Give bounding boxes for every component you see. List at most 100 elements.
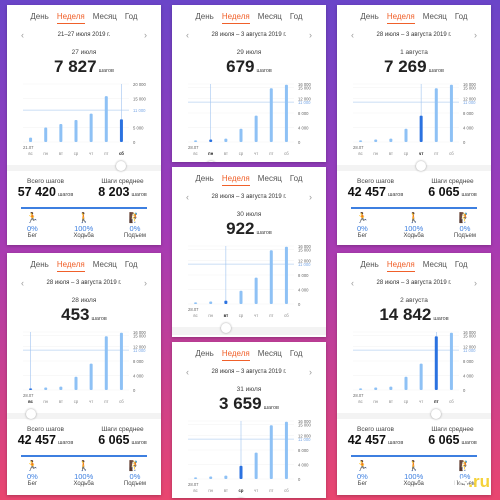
tab-day[interactable]: День — [30, 12, 49, 21]
tab-month[interactable]: Месяц — [422, 260, 447, 269]
period-tabs: День Неделя Месяц Год — [172, 174, 326, 186]
step-count-unit: шагов — [98, 68, 114, 74]
x-tick-label: ср — [404, 399, 409, 404]
step-count-value: 14 842 — [379, 305, 432, 324]
next-week-arrow-icon[interactable]: › — [309, 30, 312, 40]
tab-year[interactable]: Год — [289, 12, 303, 21]
timeline-slider-handle[interactable] — [220, 323, 231, 333]
step-count-unit: шагов — [263, 405, 279, 411]
activity-ratio-bar — [351, 455, 477, 457]
next-week-arrow-icon[interactable]: › — [144, 30, 147, 40]
tab-day[interactable]: День — [195, 12, 214, 21]
avg-steps: Шаги среднее 8 203 шагов — [84, 178, 161, 199]
tab-day[interactable]: День — [195, 174, 214, 183]
prev-week-arrow-icon[interactable]: ‹ — [351, 30, 354, 40]
tab-day[interactable]: День — [30, 260, 49, 269]
running-icon: 🏃 — [26, 461, 39, 472]
timeline-slider-handle[interactable] — [416, 161, 427, 171]
tab-week[interactable]: Неделя — [56, 260, 85, 272]
tab-month[interactable]: Месяц — [92, 12, 117, 21]
avg-steps: Шаги среднее 6 065 шагов — [84, 426, 161, 447]
date-range: ‹ 28 июля – 3 августа 2019 г. › — [21, 278, 147, 288]
tab-week[interactable]: Неделя — [221, 12, 250, 24]
steps-bar-chart: 16 000 15 000 12 000 11 000 8 000 4 000 0 вс пн в… — [186, 80, 320, 162]
tab-day[interactable]: День — [195, 349, 214, 358]
y-tick-label: 15 000 — [133, 97, 146, 102]
y-tick-label: 15 000 — [133, 334, 146, 339]
bar-ср — [74, 119, 78, 142]
prev-week-arrow-icon[interactable]: ‹ — [21, 278, 24, 288]
prev-week-arrow-icon[interactable]: ‹ — [186, 30, 189, 40]
timeline-slider-handle[interactable] — [116, 161, 127, 171]
tab-year[interactable]: Год — [289, 349, 303, 358]
next-week-arrow-icon[interactable]: › — [309, 367, 312, 377]
avg-steps: Шаги среднее 6 065 шагов — [414, 426, 491, 447]
tab-month[interactable]: Месяц — [422, 12, 447, 21]
step-count: 14 842 шагов — [337, 305, 491, 325]
avg-steps-value: 8 203 — [98, 185, 130, 199]
tab-week[interactable]: Неделя — [221, 174, 250, 186]
tab-year[interactable]: Год — [289, 174, 303, 183]
x-tick-label: сб — [449, 151, 454, 156]
step-count-value: 7 269 — [384, 57, 427, 76]
next-week-arrow-icon[interactable]: › — [474, 30, 477, 40]
avg-steps-value-wrap: 6 065 шагов — [414, 433, 491, 447]
bar-вт — [389, 386, 393, 390]
x-tick-label: вт — [389, 399, 393, 404]
next-week-arrow-icon[interactable]: › — [309, 192, 312, 202]
tab-day[interactable]: День — [360, 260, 379, 269]
tab-month[interactable]: Месяц — [92, 260, 117, 269]
prev-week-arrow-icon[interactable]: ‹ — [186, 192, 189, 202]
bar-чт — [89, 363, 93, 390]
walking-icon: 🚶 — [77, 213, 90, 224]
tab-week[interactable]: Неделя — [386, 12, 415, 24]
y-tick-label: 12 000 — [298, 259, 311, 264]
x-tick-label: сб — [284, 313, 289, 318]
tab-week[interactable]: Неделя — [386, 260, 415, 272]
activity-climb: 🧗 0% Подъем — [440, 213, 491, 239]
bar-ср — [74, 376, 78, 390]
y-tick-label: 8 000 — [463, 359, 474, 364]
prev-week-arrow-icon[interactable]: ‹ — [351, 278, 354, 288]
tab-month[interactable]: Месяц — [257, 12, 282, 21]
step-count-value: 7 827 — [54, 57, 97, 76]
y-tick-label: 4 000 — [463, 126, 474, 131]
tab-year[interactable]: Год — [454, 260, 468, 269]
tab-month[interactable]: Месяц — [257, 174, 282, 183]
period-tabs: День Неделя Месяц Год — [7, 260, 161, 272]
total-steps-unit: шагов — [57, 192, 74, 198]
y-tick-label: 11 000 — [463, 100, 476, 105]
tab-month[interactable]: Месяц — [257, 349, 282, 358]
date-range: ‹ 28 июля – 3 августа 2019 г. › — [186, 192, 312, 202]
timeline-slider-handle[interactable] — [25, 409, 36, 419]
tab-year[interactable]: Год — [454, 12, 468, 21]
period-tabs: День Неделя Месяц Год — [337, 260, 491, 272]
timeline-slider-handle[interactable] — [431, 409, 442, 419]
x-tick-label: пт — [104, 151, 108, 156]
bar-пн — [44, 127, 48, 142]
y-tick-label: 4 000 — [463, 374, 474, 379]
x-tick-label: чт — [89, 399, 93, 404]
next-week-arrow-icon[interactable]: › — [144, 278, 147, 288]
total-steps-label: Всего шагов — [357, 426, 394, 433]
tab-year[interactable]: Год — [124, 260, 138, 269]
x-tick-label: сб — [119, 151, 124, 156]
timeline-strip — [337, 165, 491, 171]
prev-week-arrow-icon[interactable]: ‹ — [21, 30, 24, 40]
activity-label: Подъем — [123, 233, 147, 239]
walking-icon: 🚶 — [407, 461, 420, 472]
tab-week[interactable]: Неделя — [56, 12, 85, 24]
prev-week-arrow-icon[interactable]: ‹ — [186, 367, 189, 377]
x-tick-label: пт — [434, 399, 439, 404]
steps-bar-chart: 16 000 15 000 12 000 11 000 8 000 4 000 0 вс пн в… — [351, 80, 485, 162]
next-week-arrow-icon[interactable]: › — [474, 278, 477, 288]
tab-day[interactable]: День — [360, 12, 379, 21]
timeline-slider-handle[interactable] — [205, 161, 216, 162]
tab-year[interactable]: Год — [124, 12, 138, 21]
total-steps-value-wrap: 42 457 шагов — [337, 433, 414, 447]
tab-week[interactable]: Неделя — [221, 349, 250, 361]
y-tick-label: 0 — [463, 388, 466, 393]
